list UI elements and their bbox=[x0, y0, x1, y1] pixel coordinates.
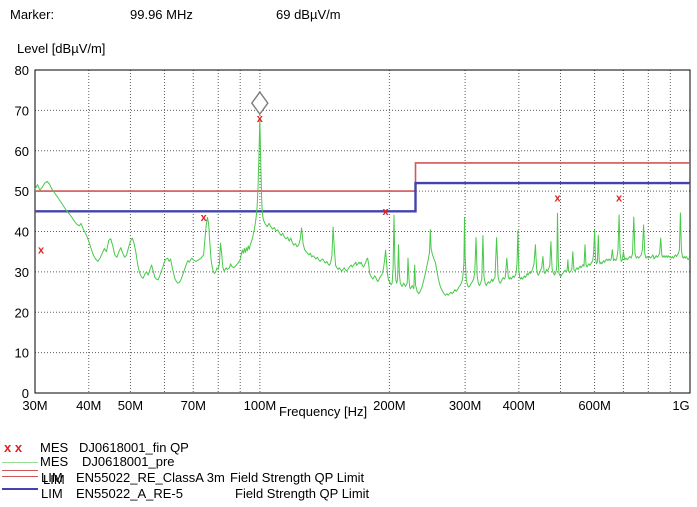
x-tick-label: 300M bbox=[449, 398, 482, 413]
x-tick-label: 50M bbox=[118, 398, 143, 413]
legend-type-mes-pre: MES bbox=[40, 454, 69, 469]
chart-plot-area[interactable]: x x x x x x 30M 40M 50M 70M 100M 200M 300M 400M 600M 1G… bbox=[0, 0, 697, 440]
legend-symbol-xx: x x bbox=[4, 440, 23, 455]
x-tick-label: 40M bbox=[76, 398, 101, 413]
x-tick-label: 1G bbox=[672, 398, 689, 413]
x-axis-title: Frequency [Hz] bbox=[279, 404, 368, 419]
legend-name-pre: DJ0618001_pre bbox=[82, 454, 175, 469]
trace-prescan bbox=[34, 118, 691, 296]
y-tick-label: 10 bbox=[15, 346, 29, 361]
legend-type-lim-a-ghost: LIM bbox=[43, 472, 65, 487]
marker-diamond-icon[interactable] bbox=[250, 90, 269, 116]
marker-label: Marker: bbox=[10, 7, 55, 22]
x-tick-label: 600M bbox=[578, 398, 611, 413]
legend-type-lim-a: LIM bbox=[41, 470, 63, 485]
marker-frequency-value: 99.96 MHz bbox=[130, 7, 193, 22]
y-axis-title: Level [dBµV/m] bbox=[17, 41, 106, 56]
x-tick-label: 200M bbox=[373, 398, 406, 413]
final-qp-mark: x bbox=[616, 192, 623, 204]
y-tick-label: 30 bbox=[15, 265, 29, 280]
final-qp-mark: x bbox=[257, 113, 264, 125]
y-tick-label: 50 bbox=[15, 184, 29, 199]
y-tick-label: 40 bbox=[15, 225, 29, 240]
legend: x x MES DJ0618001_fin QP MES DJ0618001_p… bbox=[0, 438, 697, 507]
y-tick-label: 60 bbox=[15, 144, 29, 159]
limit-line-en55022-a-re5 bbox=[35, 181, 690, 213]
x-tick-label: 70M bbox=[181, 398, 206, 413]
legend-name-limit-b: EN55022_A_RE-5 bbox=[76, 486, 183, 501]
legend-name-fin-qp: DJ0618001_fin QP bbox=[79, 440, 189, 455]
y-tick-label: 70 bbox=[15, 103, 29, 118]
legend-name-limit-a: EN55022_RE_ClassA 3m bbox=[76, 470, 225, 485]
final-qp-mark: x bbox=[201, 212, 208, 224]
y-tick-label: 0 bbox=[22, 386, 29, 401]
legend-symbol-limit-a-line2 bbox=[2, 476, 38, 477]
legend-symbol-limit-a-line bbox=[2, 470, 38, 471]
x-tick-label: 100M bbox=[244, 398, 277, 413]
legend-symbol-trace-line bbox=[2, 462, 38, 463]
limit-line-en55022-re-classa bbox=[35, 162, 690, 192]
plot-border bbox=[34, 69, 691, 394]
final-qp-mark: x bbox=[38, 245, 45, 257]
final-qp-mark: x bbox=[554, 192, 561, 204]
y-tick-label: 20 bbox=[15, 305, 29, 320]
x-tick-label: 30M bbox=[22, 398, 47, 413]
x-tick-label: 400M bbox=[503, 398, 536, 413]
marker-level-value: 69 dBµV/m bbox=[276, 7, 341, 22]
y-tick-label: 80 bbox=[15, 63, 29, 78]
legend-suffix-limit-a: Field Strength QP Limit bbox=[230, 470, 365, 485]
legend-symbol-limit-b-line bbox=[2, 488, 38, 490]
final-qp-mark: x bbox=[383, 206, 390, 218]
legend-suffix-limit-b: Field Strength QP Limit bbox=[235, 486, 370, 501]
legend-type-lim-b: LIM bbox=[41, 486, 63, 501]
legend-type-mes-fin: MES bbox=[40, 440, 69, 455]
